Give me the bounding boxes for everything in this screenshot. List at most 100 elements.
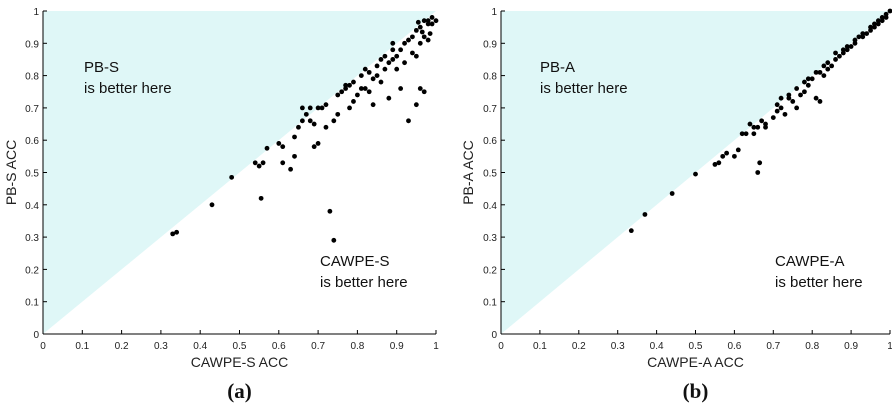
data-point: [307, 105, 313, 111]
y-tick-label: 0.9: [25, 39, 39, 50]
data-point: [433, 18, 439, 24]
x-tick-label: 0.6: [727, 341, 741, 352]
data-point: [805, 76, 811, 82]
data-point: [292, 134, 297, 140]
y-tick-label: 0.5: [25, 169, 39, 180]
data-point: [802, 89, 807, 95]
data-point: [386, 95, 392, 101]
data-point: [833, 57, 838, 62]
data-point: [844, 44, 850, 49]
x-tick-label: 0.8: [350, 341, 364, 352]
data-point: [739, 131, 745, 137]
y-tick-label: 0: [491, 330, 497, 341]
data-point: [724, 150, 730, 156]
x-tick-label: 0.2: [115, 341, 129, 352]
data-point: [358, 73, 364, 78]
data-point: [406, 37, 411, 43]
data-point: [821, 73, 827, 78]
x-tick-label: 0.1: [75, 341, 89, 352]
y-tick-label: 0: [33, 330, 39, 341]
data-point: [366, 89, 372, 95]
data-point: [311, 144, 317, 150]
upper-region-label: is better here: [84, 80, 172, 97]
data-point: [386, 60, 392, 66]
x-tick-label: 1: [887, 341, 892, 352]
data-point: [813, 69, 819, 75]
data-point: [712, 162, 718, 167]
data-point: [339, 89, 345, 95]
data-point: [860, 31, 866, 37]
data-point: [319, 105, 325, 111]
data-point: [390, 57, 396, 62]
data-point: [378, 57, 384, 62]
x-tick-label: 0.4: [650, 341, 664, 352]
data-point: [347, 82, 352, 88]
y-axis-title: PB-S ACC: [3, 140, 19, 205]
data-point: [394, 66, 400, 72]
data-point: [280, 144, 286, 150]
panel-a: 0 0.1 0.2 0.3 0.4 0.5 0.6 0.7 0.8 0.9 1 0 0.1 0.2 0.3 0…: [3, 7, 439, 403]
x-tick-label: 0.5: [689, 341, 703, 352]
data-point: [280, 160, 286, 166]
data-point: [299, 118, 305, 124]
data-point: [419, 29, 425, 35]
x-tick-label: 0.3: [611, 341, 625, 352]
data-point: [370, 76, 376, 82]
data-point: [358, 86, 364, 91]
data-point: [875, 21, 881, 27]
data-point: [362, 86, 368, 91]
data-point: [331, 118, 337, 124]
data-point: [786, 95, 792, 101]
y-tick-label: 0.1: [25, 298, 39, 309]
data-point: [288, 166, 293, 172]
data-point: [351, 79, 356, 85]
data-point: [751, 124, 757, 130]
data-point: [794, 105, 800, 111]
data-point: [864, 31, 870, 37]
data-point: [415, 19, 421, 25]
data-point: [256, 163, 262, 169]
data-point: [229, 174, 235, 180]
data-point: [260, 160, 266, 166]
data-point: [315, 141, 321, 146]
x-tick-label: 0.7: [766, 341, 780, 352]
data-point: [421, 89, 427, 95]
data-point: [355, 92, 360, 98]
data-point: [421, 18, 427, 24]
data-point: [382, 53, 388, 59]
y-tick-label: 0.8: [483, 72, 497, 83]
data-point: [413, 53, 419, 59]
data-point: [413, 102, 419, 108]
x-tick-label: 0.1: [533, 341, 547, 352]
x-tick-label: 0: [498, 341, 504, 352]
data-point: [417, 24, 423, 30]
data-point: [410, 50, 415, 56]
x-tick-label: 0.6: [272, 341, 286, 352]
x-axis-title: CAWPE-S ACC: [191, 354, 289, 370]
data-point: [837, 53, 842, 59]
data-point: [425, 37, 431, 43]
data-point: [323, 102, 329, 108]
y-tick-label: 0.5: [483, 169, 497, 180]
data-point: [693, 171, 698, 177]
data-point: [821, 63, 827, 69]
data-point: [351, 99, 356, 104]
data-point: [410, 34, 415, 40]
data-point: [402, 60, 407, 66]
data-point: [790, 99, 796, 104]
data-point: [374, 73, 380, 78]
data-point: [347, 105, 352, 111]
data-point: [394, 53, 400, 59]
data-point: [378, 79, 384, 85]
data-point: [343, 82, 349, 88]
data-point: [763, 124, 768, 130]
data-point: [421, 34, 427, 40]
data-point: [887, 8, 892, 14]
y-tick-label: 0.7: [483, 104, 497, 115]
data-point: [825, 60, 831, 66]
data-point: [817, 99, 823, 104]
upper-region-label: PB-S: [84, 59, 119, 76]
data-point: [774, 102, 780, 108]
x-tick-label: 0.3: [154, 341, 168, 352]
